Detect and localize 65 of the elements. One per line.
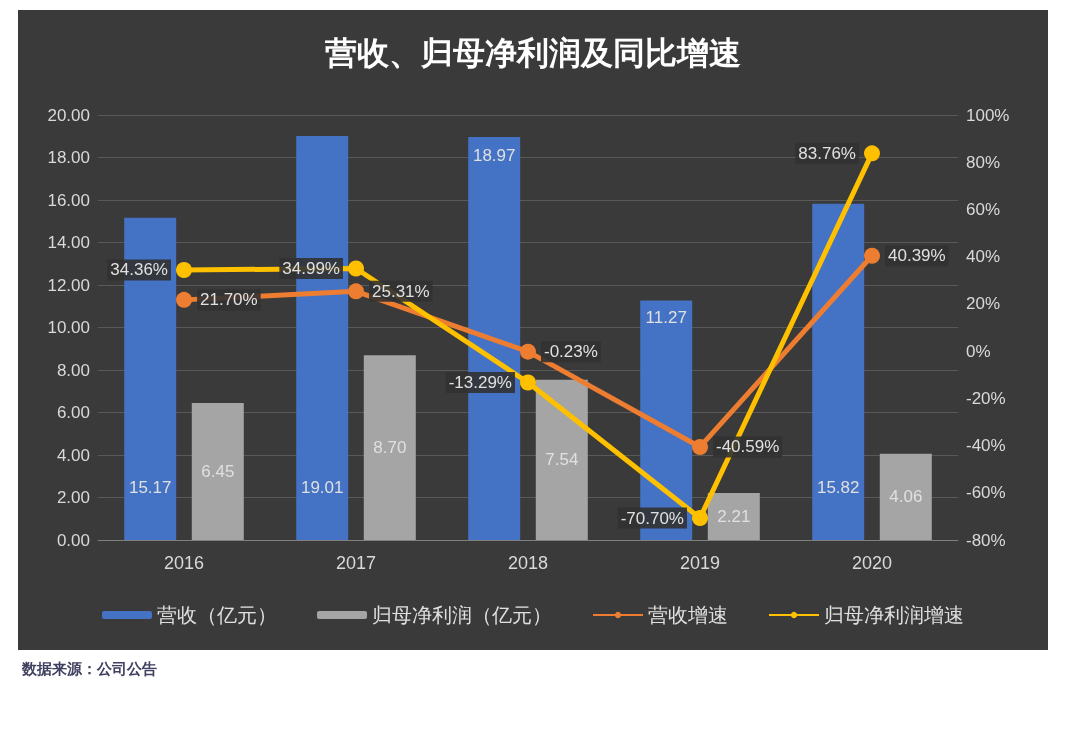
point <box>348 283 364 300</box>
y2-tick-label: 40% <box>966 247 1001 267</box>
point <box>520 374 536 391</box>
point <box>692 438 708 455</box>
y2-tick-label: -80% <box>966 530 1006 550</box>
bar <box>191 402 244 540</box>
data-label: 34.99% <box>282 259 340 278</box>
y2-tick-label: -20% <box>966 388 1006 408</box>
x-tick-label: 2018 <box>507 553 549 573</box>
data-label: -13.29% <box>448 372 512 392</box>
data-label: 40.39% <box>888 246 946 266</box>
point <box>520 343 536 360</box>
x-tick-label: 2020 <box>851 553 893 573</box>
bar <box>812 203 865 540</box>
data-label: 83.76% <box>798 143 856 163</box>
point <box>864 145 880 162</box>
source-note: 数据来源：公司公告 <box>22 660 158 679</box>
y-tick-label: 0.00 <box>56 530 90 550</box>
y-tick-label: 12.00 <box>47 275 90 295</box>
data-label: 21.70% <box>200 290 258 310</box>
y-tick-label: 8.00 <box>56 360 90 380</box>
legend-label: 归母净利润增速 <box>824 603 964 627</box>
y-tick-label: 18.00 <box>47 148 90 167</box>
data-label: 25.31% <box>372 281 430 301</box>
x-tick-label: 2017 <box>335 553 377 573</box>
x-tick-label: 2019 <box>679 553 721 573</box>
data-label: 11.27 <box>645 307 687 327</box>
y2-tick-label: -40% <box>966 436 1006 456</box>
y-tick-label: 2.00 <box>56 488 90 507</box>
data-label: 15.17 <box>128 477 172 497</box>
y-tick-label: 14.00 <box>47 233 90 252</box>
y-tick-label: 20.00 <box>47 105 90 125</box>
y2-tick-label: 0% <box>966 341 991 361</box>
chart-title: 营收、归母净利润及同比增速 <box>325 34 741 72</box>
legend-label: 归母净利润（亿元） <box>372 603 552 627</box>
data-label: 6.45 <box>201 461 235 481</box>
y-tick-label: 10.00 <box>47 318 90 337</box>
point <box>864 247 880 264</box>
point <box>348 260 364 277</box>
y-tick-label: 6.00 <box>56 403 90 422</box>
data-label: 8.70 <box>373 438 407 458</box>
data-label: 19.01 <box>300 477 344 497</box>
data-label: 18.97 <box>472 146 516 165</box>
point <box>176 261 192 278</box>
y-tick-label: 4.00 <box>56 445 90 465</box>
data-label: 7.54 <box>545 450 579 470</box>
data-label: -40.59% <box>716 437 780 457</box>
y2-tick-label: 60% <box>966 199 1001 219</box>
legend-label: 营收增速 <box>648 603 728 627</box>
x-tick-label: 2016 <box>163 553 205 573</box>
point <box>176 291 192 308</box>
data-label: 34.36% <box>110 260 168 280</box>
data-label: 15.82 <box>816 477 860 497</box>
bar <box>363 355 416 540</box>
y-tick-label: 16.00 <box>47 190 90 210</box>
data-label: 4.06 <box>889 487 923 507</box>
y2-tick-label: 100% <box>966 105 1010 125</box>
y2-tick-label: -60% <box>966 483 1006 503</box>
data-label: -70.70% <box>620 508 684 528</box>
y2-tick-label: 80% <box>966 152 1001 172</box>
y2-tick-label: 20% <box>966 294 1001 314</box>
data-label: 2.21 <box>717 507 751 527</box>
point <box>692 510 708 527</box>
data-label: -0.23% <box>544 342 598 362</box>
legend-label: 营收（亿元） <box>157 603 277 627</box>
